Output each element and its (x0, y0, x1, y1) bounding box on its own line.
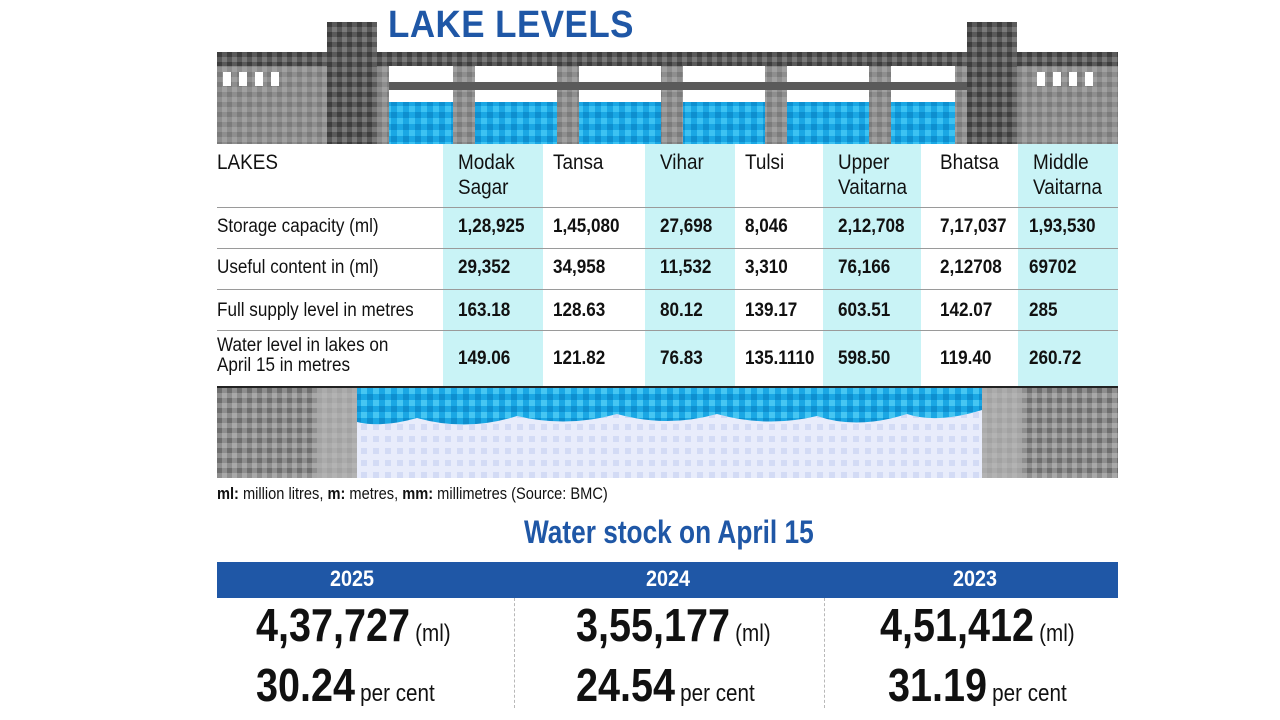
table-cell: 69702 (1029, 257, 1077, 278)
table-cell: 119.40 (940, 348, 992, 369)
table-bottom-border (217, 386, 1118, 388)
table-cell: 76,166 (838, 257, 891, 278)
footnote: ml: million litres, m: metres, mm: milli… (217, 484, 608, 503)
stock-2023-volume: 4,51,412 (ml) (880, 599, 1075, 651)
table-cell: 8,046 (745, 216, 788, 237)
header-lake-vihar: Vihar (660, 151, 704, 174)
table-cell: 128.63 (553, 300, 606, 321)
row-label-full-supply-level: Full supply level in metres (217, 300, 414, 321)
table-cell: 142.07 (940, 300, 993, 321)
year-2023-label: 2023 (953, 566, 998, 591)
stock-2025-volume: 4,37,727 (ml) (256, 599, 451, 651)
table-cell: 27,698 (660, 216, 713, 237)
table-cell: 11,532 (660, 257, 712, 278)
stock-2024-volume: 3,55,177 (ml) (576, 599, 771, 651)
table-cell: 149.06 (458, 348, 511, 369)
header-lake-modak-sagar: Modak Sagar (458, 151, 515, 199)
stock-2025-percent: 30.24 per cent (256, 659, 435, 711)
table-cell: 260.72 (1029, 348, 1082, 369)
table-cell: 76.83 (660, 348, 703, 369)
header-lake-tulsi: Tulsi (745, 151, 785, 174)
table-cell: 139.17 (745, 300, 798, 321)
row-label-useful-content: Useful content in (ml) (217, 257, 379, 278)
table-cell: 2,12708 (940, 257, 1002, 278)
year-2024-label: 2024 (646, 566, 691, 591)
dam-base-illustration (217, 388, 1118, 478)
row-divider (217, 248, 1118, 249)
table-cell: 1,28,925 (458, 216, 525, 237)
column-band-middle-vaitarna (1018, 144, 1118, 388)
table-cell: 1,93,530 (1029, 216, 1096, 237)
table-cell: 29,352 (458, 257, 511, 278)
row-label-storage-capacity: Storage capacity (ml) (217, 216, 379, 237)
year-2025-label: 2025 (330, 566, 375, 591)
stock-2023-percent: 31.19 per cent (888, 659, 1067, 711)
row-divider (217, 289, 1118, 290)
row-label-water-level: Water level in lakes on April 15 in metre… (217, 335, 389, 376)
table-cell: 285 (1029, 300, 1058, 321)
header-lakes: LAKES (217, 151, 278, 174)
column-divider (824, 598, 825, 708)
table-cell: 121.82 (553, 348, 606, 369)
dam-top-illustration (217, 22, 1118, 144)
table-cell: 163.18 (458, 300, 511, 321)
year-header-bar (217, 562, 1118, 598)
header-lake-bhatsa: Bhatsa (940, 151, 999, 174)
header-lake-tansa: Tansa (553, 151, 604, 174)
header-lake-middle-vaitarna: Middle Vaitarna (1033, 151, 1103, 199)
stock-2024-percent: 24.54 per cent (576, 659, 755, 711)
table-cell: 135.1110 (745, 348, 815, 369)
column-band-upper-vaitarna (823, 144, 921, 388)
table-cell: 80.12 (660, 300, 703, 321)
table-cell: 7,17,037 (940, 216, 1007, 237)
page-title: LAKE LEVELS (388, 4, 634, 46)
table-cell: 34,958 (553, 257, 606, 278)
lake-levels-table: LAKES Modak Sagar Tansa Vihar Tulsi Upper… (217, 144, 1118, 388)
water-stock-title: Water stock on April 15 (524, 514, 814, 550)
table-cell: 603.51 (838, 300, 891, 321)
table-cell: 3,310 (745, 257, 788, 278)
table-cell: 1,45,080 (553, 216, 620, 237)
table-cell: 598.50 (838, 348, 891, 369)
column-band-modak-sagar (443, 144, 543, 388)
header-lake-upper-vaitarna: Upper Vaitarna (838, 151, 908, 199)
column-divider (514, 598, 515, 708)
column-band-vihar (645, 144, 735, 388)
row-divider (217, 207, 1118, 208)
row-divider (217, 330, 1118, 331)
table-cell: 2,12,708 (838, 216, 905, 237)
